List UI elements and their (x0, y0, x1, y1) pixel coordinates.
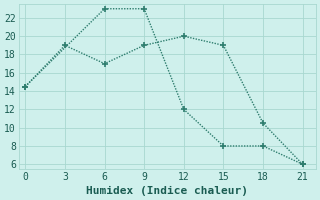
X-axis label: Humidex (Indice chaleur): Humidex (Indice chaleur) (86, 186, 248, 196)
